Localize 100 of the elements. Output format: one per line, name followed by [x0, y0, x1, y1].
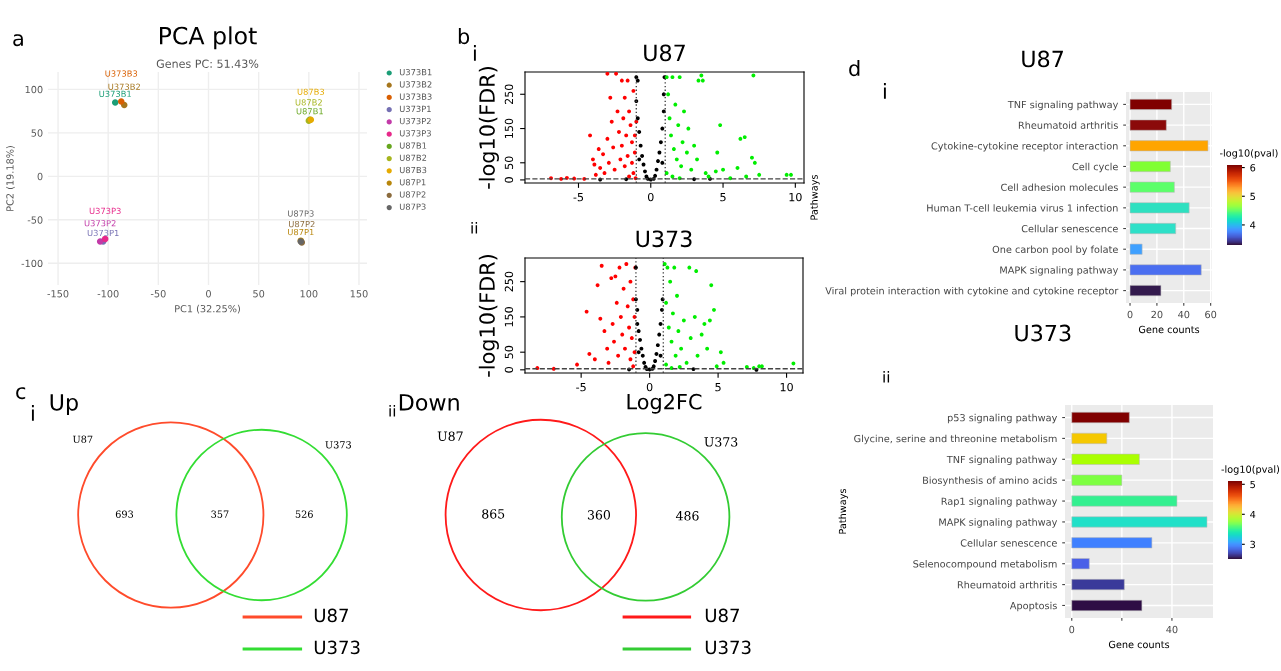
text: i [31, 405, 34, 421]
x-axis-title: Log2FC [627, 393, 702, 414]
y-tick-label: Biosynthesis of amino acids [923, 476, 1057, 486]
x-axis-title: Gene counts [1138, 325, 1200, 334]
y-tick-label: 0 [504, 177, 514, 183]
y-tick-label: One carbon pool by folate [992, 245, 1118, 255]
y-tick-label: p53 signaling pathway [947, 413, 1058, 424]
color-bar-label: 4 [1250, 510, 1256, 518]
y-tick-label: Selenocompound metabolism [913, 560, 1057, 570]
annotation: U87B2 [295, 99, 322, 106]
y-tick-label: Cell cycle [1072, 162, 1118, 173]
chart-title: U373 [1015, 324, 1071, 342]
x-tick-label: 5 [720, 193, 726, 202]
y-tick-label: Cell adhesion molecules [1001, 183, 1118, 191]
text: ii [471, 222, 478, 234]
y-tick-label: MAPK signaling pathway [939, 518, 1058, 528]
x-tick-label: -5 [576, 383, 586, 392]
y-tick-label: Rap1 signaling pathway [941, 497, 1058, 507]
annotation: U87B3 [297, 88, 325, 95]
x-axis-title: Gene counts [1108, 640, 1170, 649]
color-bar-label: 5 [1250, 480, 1255, 489]
chart-title: U373 [636, 230, 692, 248]
color-bar-label: 4 [1250, 221, 1256, 229]
legend-label: U373B3 [399, 93, 432, 100]
text: U87 [72, 435, 93, 443]
x-tick-label: -150 [47, 290, 69, 298]
chart-title: PCA plot [160, 26, 257, 50]
text: Down [399, 394, 459, 411]
y-tick-label: Rheumatoid arthritis [1018, 121, 1118, 129]
legend-label: U87P2 [399, 191, 426, 198]
annotation: U87P3 [288, 210, 314, 217]
text: U87 [705, 608, 739, 623]
y-tick-label: 0 [37, 172, 43, 181]
x-tick-label: -50 [150, 290, 166, 298]
data-label: 357 [211, 510, 229, 518]
y-tick-label: 50 [504, 156, 514, 169]
y-tick-label: 50 [31, 129, 43, 137]
y-axis-title: -log10(FDR) [478, 255, 499, 377]
color-bar-title: -log10(pval) [1219, 149, 1278, 159]
text: U373 [325, 441, 351, 449]
y-tick-label: 100 [25, 85, 43, 94]
text: U87 [437, 431, 463, 441]
x-tick-label: 10 [780, 382, 793, 392]
legend-label: U373P2 [399, 117, 431, 125]
x-tick-label: 0 [1127, 310, 1133, 319]
color-bar-label: 6 [1250, 164, 1256, 172]
color-bar-title: -log10(pval) [1221, 465, 1280, 475]
text: i [883, 83, 886, 99]
legend-label: U87B1 [399, 142, 427, 149]
y-tick-label: 50 [504, 345, 514, 359]
color-bar-label: 3 [1250, 540, 1256, 549]
y-axis-title: PC2 (19.18%) [6, 146, 15, 211]
legend-label: U87P1 [399, 179, 426, 186]
annotation: U373B1 [99, 90, 131, 97]
text: Up [50, 394, 78, 415]
text: U87 [314, 608, 348, 623]
text: b [458, 28, 470, 45]
y-tick-label: 250 [504, 84, 514, 105]
x-tick-label: 100 [300, 290, 318, 298]
annotation: U87P2 [289, 220, 315, 228]
y-tick-label: Viral protein interaction with cytokine and cytokine receptor [825, 286, 1119, 297]
x-tick-label: 0 [646, 382, 653, 392]
x-tick-label: 40 [1178, 310, 1190, 319]
data-label: 526 [295, 510, 313, 518]
annotation: U87P1 [288, 228, 314, 236]
text: U373 [705, 640, 751, 655]
text: c [16, 387, 26, 400]
text: a [13, 34, 23, 47]
y-tick-label: Cellular senescence [960, 539, 1057, 547]
text: ii [883, 371, 890, 383]
y-tick-label: 150 [504, 118, 514, 138]
y-tick-label: Glycine, serine and threonine metabolism [854, 434, 1057, 445]
annotation: U373B3 [105, 70, 138, 77]
x-tick-label: -5 [573, 193, 584, 202]
x-tick-label: 5 [715, 383, 721, 392]
y-tick-label: Apoptosis [1009, 601, 1057, 612]
x-tick-label: 150 [350, 290, 368, 298]
chart-title: U87 [1022, 50, 1063, 68]
x-tick-label: 0 [647, 192, 654, 202]
y-axis-title: Pathways [810, 174, 820, 220]
y-tick-label: 250 [504, 271, 514, 292]
y-tick-label: TNF signaling pathway [1007, 100, 1119, 111]
x-tick-label: 60 [1205, 310, 1217, 319]
legend-label: U87B3 [399, 166, 427, 174]
x-tick-label: 50 [253, 290, 265, 298]
legend-label: U87B2 [399, 154, 427, 161]
annotation: U373B2 [108, 83, 140, 90]
chart-subtitle: Genes PC: 51.43% [156, 59, 259, 68]
y-axis-title: Pathways [838, 488, 849, 534]
text: U373 [704, 437, 738, 447]
text: d [849, 60, 860, 77]
x-axis-title: PC1 (32.25%) [175, 304, 240, 314]
annotation: U373P1 [87, 229, 119, 237]
y-axis-title: -log10(FDR) [478, 67, 499, 189]
text: ii [389, 405, 396, 417]
y-tick-label: 0 [504, 367, 514, 373]
x-tick-label: -100 [97, 290, 119, 298]
data-label: 486 [675, 511, 699, 521]
y-tick-label: Cytokine-cytokine receptor interaction [931, 142, 1118, 152]
annotation: U373P2 [84, 220, 116, 227]
